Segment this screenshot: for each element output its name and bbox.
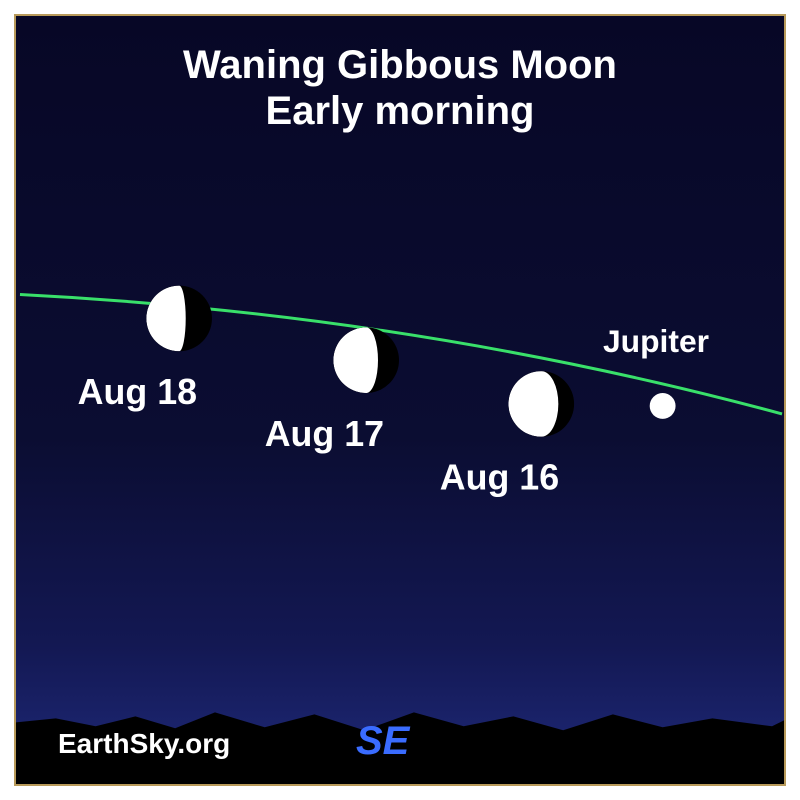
moon-aug-16: Aug 16 [440, 371, 574, 497]
compass-direction: SE [356, 719, 409, 764]
moon-aug-18: Aug 18 [78, 286, 212, 412]
credit-text: EarthSky.org [58, 728, 230, 760]
moons-group: Aug 18 Aug 17 Aug 16 [78, 286, 574, 498]
moon-label: Aug 16 [440, 458, 559, 498]
moon-label: Aug 18 [78, 372, 197, 412]
moon-aug-17: Aug 17 [265, 327, 399, 453]
moon-label: Aug 17 [265, 414, 384, 454]
jupiter-planet [650, 393, 676, 419]
jupiter-label: Jupiter [603, 323, 709, 359]
sky-scene: Aug 18 Aug 17 Aug 16 Jupiter [16, 16, 784, 784]
chart-frame: Waning Gibbous Moon Early morning Aug 18… [14, 14, 786, 786]
